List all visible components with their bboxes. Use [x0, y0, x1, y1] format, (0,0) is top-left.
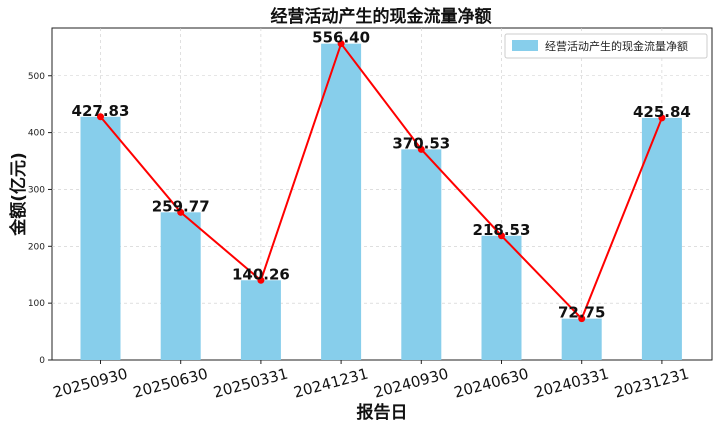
- x-tick-label: 20250630: [131, 364, 209, 401]
- data-label-20250630: 259.77: [152, 197, 210, 215]
- legend-label: 经营活动产生的现金流量净额: [545, 39, 688, 53]
- y-tick-label: 300: [28, 185, 45, 195]
- x-tick-label: 20250331: [212, 364, 290, 401]
- data-label-20250930: 427.83: [72, 102, 130, 120]
- data-label-20250331: 140.26: [232, 265, 290, 283]
- data-label-20240930: 370.53: [392, 134, 450, 152]
- bars: [80, 43, 682, 361]
- data-label-20241231: 556.40: [312, 29, 370, 47]
- legend: 经营活动产生的现金流量净额: [504, 33, 708, 59]
- bar-20250930: [80, 116, 121, 360]
- line-overlay: [97, 40, 666, 323]
- data-label-20240630: 218.53: [473, 221, 531, 239]
- bar-20231231: [641, 117, 682, 360]
- plot-area: [51, 27, 713, 361]
- line-point-20250630: [177, 208, 185, 216]
- chart-title: 经营活动产生的现金流量净额: [271, 6, 492, 27]
- x-tick-label: 20241231: [292, 364, 370, 401]
- x-tick-label: 20240630: [452, 364, 530, 401]
- bar-20250331: [240, 280, 281, 360]
- trend-line: [99, 41, 663, 321]
- data-labels: 427.83 259.77 140.26 556.40 370.53 218.53 72.7…: [72, 29, 691, 322]
- y-tick-label: 100: [28, 299, 45, 309]
- line-point-20240331: [578, 315, 586, 323]
- line-point-20250331: [257, 276, 265, 284]
- y-tick-label: 400: [28, 129, 45, 139]
- data-label-20231231: 425.84: [633, 103, 691, 121]
- line-point-20241231: [337, 40, 345, 48]
- line-point-20240630: [498, 232, 505, 240]
- y-tick-label: 200: [28, 242, 45, 252]
- line-point-20250930: [97, 113, 104, 121]
- x-tick-label: 20250930: [51, 364, 129, 401]
- x-tick-label: 20240331: [532, 364, 610, 401]
- legend-swatch: [512, 40, 538, 51]
- bar-20240331: [561, 318, 602, 360]
- x-axis-label: 报告日: [357, 402, 408, 423]
- x-axis-ticks: 20250930 20250630 20250331 20241231 20240930…: [51, 360, 691, 402]
- y-axis-ticks: 0 100 200 300 400 500: [28, 72, 52, 366]
- y-tick-label: 500: [28, 72, 45, 82]
- x-tick-label: 20231231: [613, 364, 691, 401]
- y-axis-label: 金额(亿元): [8, 152, 29, 237]
- data-label-20240331: 72.75: [558, 304, 605, 322]
- y-tick-label: 0: [39, 356, 45, 366]
- x-tick-label: 20240930: [372, 364, 450, 401]
- legend-box: [504, 33, 708, 59]
- bar-20240930: [401, 149, 442, 360]
- bar-20240630: [481, 235, 522, 360]
- line-point-20240930: [417, 145, 425, 153]
- bar-20241231: [321, 43, 362, 361]
- bar-20250630: [160, 212, 201, 360]
- line-point-20231231: [658, 114, 666, 122]
